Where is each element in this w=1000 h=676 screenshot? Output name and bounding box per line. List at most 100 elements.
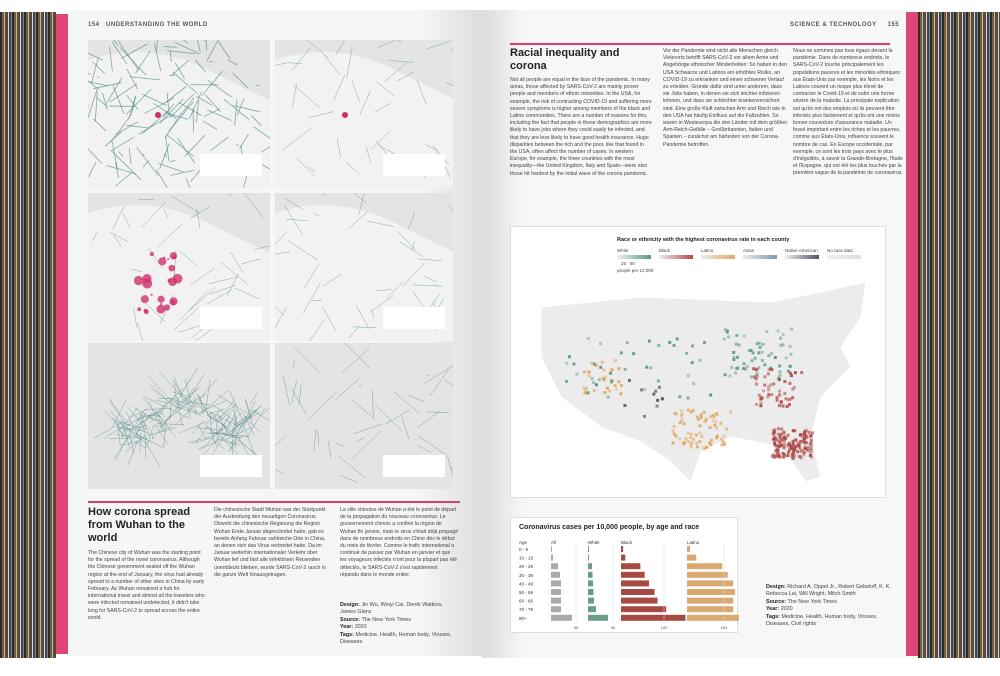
county-cell	[690, 344, 694, 348]
county-cell	[783, 392, 787, 396]
county-cell	[715, 436, 719, 440]
bar-all	[551, 563, 558, 570]
county-cell	[773, 441, 777, 445]
right-page-header: SCIENCE & TECHNOLOGY 155	[790, 22, 899, 28]
county-cell	[686, 431, 690, 435]
county-cell	[781, 404, 785, 408]
county-cell	[657, 385, 661, 389]
chart-title: Coronavirus cases per 10,000 people, by …	[519, 524, 700, 531]
map-caption-box	[383, 307, 445, 329]
bar-black	[621, 554, 626, 561]
wuhan-spread-map-panel	[275, 343, 453, 489]
county-cell	[761, 342, 765, 346]
county-cell	[729, 410, 733, 414]
legend-label: Asian	[743, 248, 755, 253]
county-cell	[586, 337, 590, 341]
route-lines	[93, 368, 270, 468]
map-title: Race or ethnicity with the highest coron…	[617, 237, 790, 243]
county-cell	[691, 437, 695, 441]
county-cell	[753, 356, 757, 360]
county-cell	[655, 404, 659, 408]
axis-tick-label: 50	[574, 625, 579, 630]
county-cell	[777, 453, 781, 457]
county-cell	[699, 416, 703, 420]
county-cell	[682, 421, 686, 425]
county-cell	[760, 396, 764, 400]
tick: 50	[629, 261, 635, 266]
county-cell	[786, 444, 790, 448]
county-cell	[592, 362, 596, 366]
county-cell	[789, 446, 793, 450]
left-text-de: Die chinesische Stadt Wuhan war der Star…	[214, 507, 326, 578]
county-cell	[809, 451, 813, 455]
county-cell	[696, 418, 700, 422]
county-cell	[656, 398, 660, 402]
label: Source:	[766, 598, 787, 605]
left-section-rule	[88, 501, 460, 503]
page-number: 154	[88, 22, 100, 28]
county-cell	[617, 367, 621, 371]
county-cell	[724, 427, 728, 431]
county-cell	[778, 435, 782, 439]
county-cell	[757, 341, 761, 345]
county-cell	[771, 437, 775, 441]
county-cell	[728, 374, 732, 378]
county-cell	[575, 372, 579, 376]
county-cell	[799, 433, 803, 437]
county-cell	[773, 443, 777, 447]
county-cell	[702, 446, 706, 450]
county-cell	[619, 392, 623, 396]
county-cell	[776, 432, 780, 436]
us-county-map	[540, 281, 867, 483]
county-cell	[791, 396, 795, 400]
county-cell	[687, 440, 691, 444]
bar-latino	[687, 571, 728, 578]
bar-black	[621, 614, 686, 621]
county-cell	[775, 451, 779, 455]
label: Source:	[340, 616, 361, 623]
bar-black	[621, 571, 645, 578]
county-cell	[771, 455, 775, 459]
bar-black	[621, 589, 655, 595]
county-cell	[751, 351, 755, 355]
county-cell	[694, 433, 698, 437]
county-cell	[727, 335, 731, 339]
county-cell	[606, 395, 610, 399]
county-cell	[789, 352, 793, 356]
page-edges-left	[0, 12, 56, 658]
left-credits: Design: Jin Wu, Weiyi Cai, Derek Watkins…	[340, 602, 458, 646]
bar-black	[621, 563, 641, 570]
county-cell	[763, 383, 767, 387]
county-cell	[775, 454, 779, 458]
county-cell	[791, 439, 795, 443]
bar-all	[551, 580, 561, 587]
scale-unit: people per 10,000	[617, 268, 654, 273]
county-cell	[715, 434, 719, 438]
county-cell	[736, 355, 740, 359]
county-cell	[660, 397, 664, 401]
county-cell	[645, 365, 649, 369]
county-cell	[737, 343, 741, 347]
county-cell	[778, 393, 782, 397]
county-cell	[734, 371, 738, 375]
county-cell	[686, 408, 690, 412]
right-text-en: Not all people are equal in the face of …	[510, 77, 652, 177]
category-label: 50 - 59	[519, 590, 534, 595]
category-label: 30 - 39	[519, 573, 534, 578]
county-cell	[668, 340, 672, 344]
county-cell	[796, 444, 800, 448]
county-cell	[805, 429, 809, 433]
county-cell	[803, 445, 807, 449]
county-cell	[788, 397, 792, 401]
county-cell	[686, 374, 690, 378]
county-cell	[743, 367, 747, 371]
us-outline	[540, 281, 867, 483]
county-cell	[615, 387, 619, 391]
county-cell	[652, 392, 656, 396]
right-article-title: Racial inequality and corona	[510, 47, 620, 72]
county-cell	[782, 446, 786, 450]
bar-all	[551, 546, 552, 552]
county-cell	[680, 412, 684, 416]
right-text-de: Vor der Pandemie sind nicht alle Mensche…	[663, 48, 788, 148]
legend-swatch	[743, 254, 777, 259]
